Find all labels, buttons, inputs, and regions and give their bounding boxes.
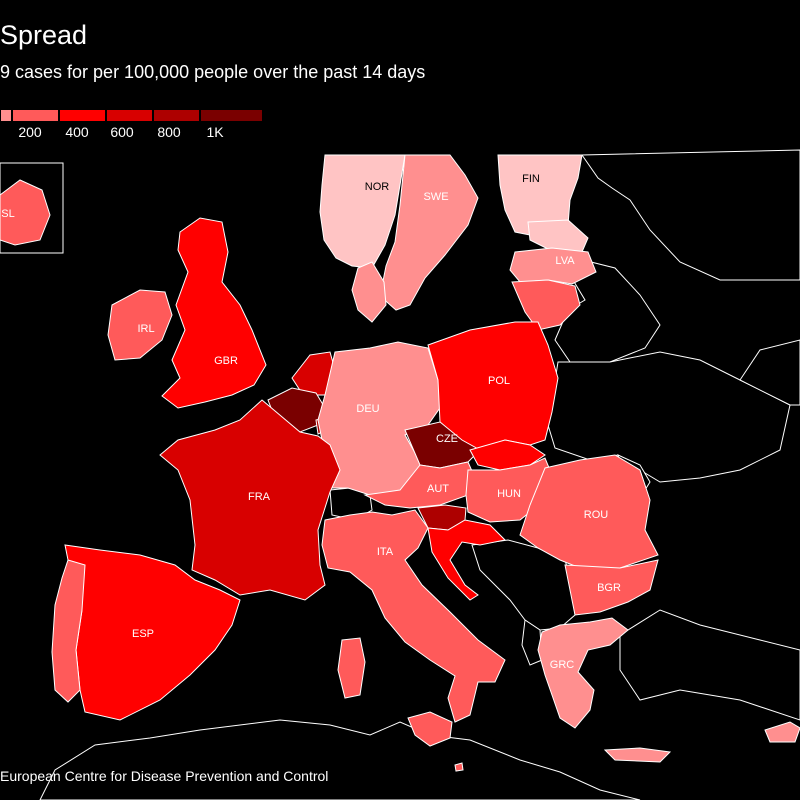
legend-tick-400: 400 — [65, 124, 89, 140]
legend-swatch-5 — [200, 109, 263, 122]
country-alb — [521, 619, 543, 666]
data-countries — [0, 154, 800, 772]
country-ltu — [511, 279, 581, 331]
label-ita: ITA — [377, 546, 394, 558]
label-isl: SL — [1, 208, 14, 220]
iceland-inset-frame — [0, 162, 64, 254]
country-north-africa — [39, 719, 641, 800]
country-ita-sicily — [407, 711, 453, 747]
country-isl — [0, 179, 51, 246]
country-est — [527, 219, 589, 253]
country-tur — [619, 609, 800, 721]
label-swe: SWE — [423, 191, 448, 203]
country-ukr — [547, 351, 791, 483]
country-gbr — [161, 217, 267, 409]
country-cyp — [764, 721, 800, 743]
country-fra — [159, 399, 341, 601]
legend-swatch-1 — [12, 109, 59, 122]
country-lva — [509, 247, 597, 285]
legend-tick-800: 800 — [157, 124, 181, 140]
country-ita-sardinia — [337, 637, 366, 699]
country-hrv — [427, 519, 507, 601]
label-esp: ESP — [132, 628, 154, 640]
country-bgr — [564, 559, 659, 616]
country-ukr-east — [739, 339, 800, 406]
country-svk — [469, 439, 546, 471]
label-fra: FRA — [248, 491, 271, 503]
legend-swatch-4 — [153, 109, 200, 122]
label-gbr: GBR — [214, 355, 238, 367]
chart-subtitle: 9 cases for per 100,000 people over the … — [0, 62, 426, 82]
label-rou: ROU — [584, 509, 609, 521]
label-deu: DEU — [356, 403, 379, 415]
chart-title: Spread — [0, 20, 88, 50]
country-grc-crete — [603, 747, 672, 763]
label-grc: GRC — [550, 659, 575, 671]
legend-tick-1k: 1K — [206, 124, 224, 140]
label-lva: LVA — [555, 255, 575, 267]
country-rou — [519, 454, 659, 569]
country-ita — [321, 509, 506, 723]
country-prt — [51, 559, 86, 703]
legend-swatch-0 — [0, 109, 12, 122]
country-rus-north — [581, 149, 800, 281]
label-nor: NOR — [365, 181, 390, 193]
country-grc — [537, 617, 629, 729]
label-irl: IRL — [137, 323, 154, 335]
legend-tick-200: 200 — [18, 124, 42, 140]
label-fin: FIN — [522, 173, 540, 185]
color-legend: 200 400 600 800 1K — [0, 107, 264, 140]
label-pol: POL — [488, 375, 510, 387]
country-irl — [107, 289, 173, 361]
country-labels: NOR SWE FIN LVA SL IRL GBR DEU POL CZE A… — [1, 173, 621, 671]
label-bgr: BGR — [597, 582, 621, 594]
label-cze: CZE — [436, 433, 458, 445]
legend-swatch-3 — [106, 109, 153, 122]
label-aut: AUT — [427, 483, 449, 495]
label-hun: HUN — [497, 488, 521, 500]
source-note: European Centre for Disease Prevention a… — [0, 768, 329, 784]
country-swe — [379, 154, 479, 311]
country-dnk — [351, 261, 387, 323]
country-mlt — [454, 762, 464, 772]
legend-tick-600: 600 — [110, 124, 134, 140]
legend-swatch-2 — [59, 109, 106, 122]
